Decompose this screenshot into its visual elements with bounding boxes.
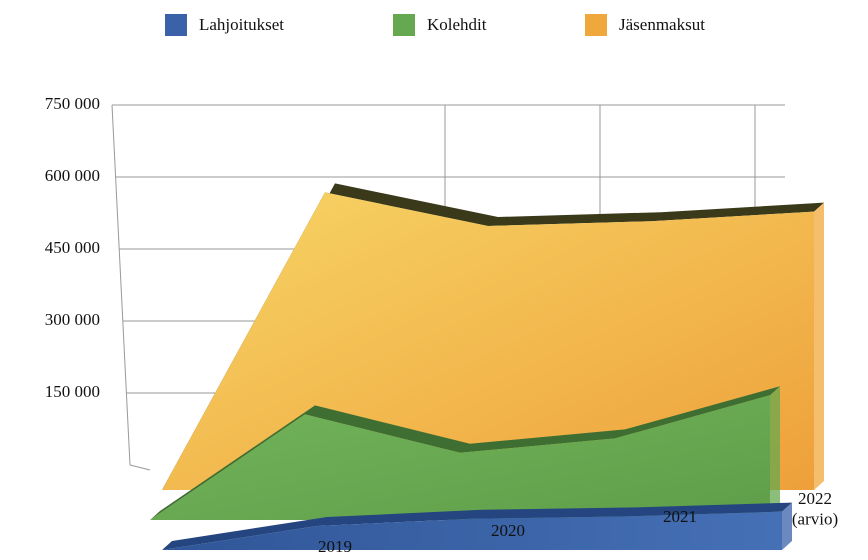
legend-label: Kolehdit bbox=[427, 15, 487, 34]
area-side bbox=[814, 202, 824, 490]
y-tick-label: 450 000 bbox=[45, 238, 100, 257]
area-side bbox=[770, 386, 780, 520]
legend-swatch bbox=[585, 14, 607, 36]
wall-edge bbox=[111, 104, 131, 466]
legend-label: Jäsenmaksut bbox=[619, 15, 705, 34]
area bbox=[162, 511, 782, 550]
y-tick-label: 750 000 bbox=[45, 94, 100, 113]
x-tick-label: 2021 bbox=[663, 507, 697, 526]
x-tick-label: 2022 (arvio) bbox=[792, 489, 838, 528]
legend-label: Lahjoitukset bbox=[199, 15, 284, 34]
area-top bbox=[162, 183, 824, 490]
area-top bbox=[162, 502, 792, 550]
x-tick-label: 2019 bbox=[318, 537, 352, 556]
y-tick-label: 600 000 bbox=[45, 166, 100, 185]
legend-swatch bbox=[393, 14, 415, 36]
area bbox=[150, 395, 770, 520]
area-side bbox=[782, 502, 792, 550]
y-tick-label: 150 000 bbox=[45, 382, 100, 401]
y-tick-label: 300 000 bbox=[45, 310, 100, 329]
x-tick-label: 2020 bbox=[491, 521, 525, 540]
legend-swatch bbox=[165, 14, 187, 36]
wall-edge bbox=[129, 464, 151, 471]
